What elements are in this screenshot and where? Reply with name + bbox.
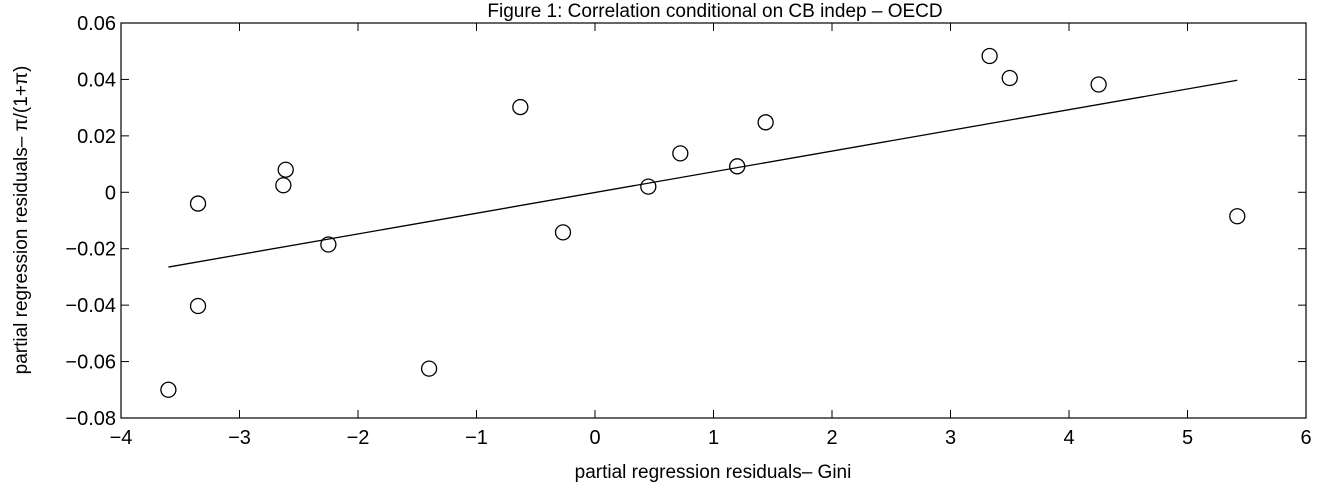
data-point: [275, 177, 292, 194]
y-tick-label: 0.04: [77, 69, 116, 91]
y-tick-label: 0.06: [77, 13, 116, 35]
chart-title: Figure 1: Correlation conditional on CB …: [487, 1, 942, 22]
x-tick-label: 6: [1300, 427, 1311, 449]
data-point: [277, 161, 294, 178]
y-tick-label: −0.06: [65, 352, 116, 374]
data-point: [1229, 208, 1246, 225]
data-point: [160, 381, 177, 398]
y-tick-label: −0.04: [65, 295, 116, 317]
y-tick-label: 0.02: [77, 126, 116, 148]
regression-line-layer: [168, 79, 1238, 268]
data-point: [757, 114, 774, 131]
x-tick-label: 3: [945, 427, 956, 449]
y-tick-label: −0.08: [65, 408, 116, 430]
data-point: [981, 47, 998, 65]
data-point: [189, 195, 207, 212]
data-point: [420, 360, 438, 377]
x-tick-label: 1: [708, 427, 719, 449]
x-axis-label: partial regression residuals– Gini: [575, 462, 852, 483]
data-point: [1001, 69, 1018, 87]
data-point: [189, 297, 207, 315]
data-points-layer: [160, 47, 1246, 398]
regression-line: [168, 79, 1238, 268]
x-axis-ticks: −4 −3 −2 −1 0 1 2 3 4 5 6: [110, 23, 1312, 449]
x-tick-label: −4: [110, 427, 133, 449]
plot-area-frame: [120, 22, 1307, 419]
x-tick-label: 0: [589, 427, 600, 449]
y-tick-label: −0.02: [65, 239, 116, 261]
x-tick-label: 4: [1063, 427, 1074, 449]
x-tick-label: −3: [228, 427, 251, 449]
data-point: [672, 145, 689, 162]
y-axis-label: partial regression residuals– π/(1+π): [11, 66, 32, 375]
data-point: [640, 178, 657, 195]
data-point: [554, 224, 572, 241]
data-point: [320, 236, 337, 253]
x-tick-label: −2: [347, 427, 370, 449]
y-axis-ticks: −0.08 −0.06 −0.04 −0.02 0 0.02 0.04 0.06: [65, 13, 1306, 430]
y-tick-label: 0: [105, 182, 116, 204]
x-tick-label: 2: [826, 427, 837, 449]
x-tick-label: −1: [465, 427, 488, 449]
data-point: [512, 98, 529, 116]
x-tick-label: 5: [1182, 427, 1193, 449]
data-point: [729, 158, 746, 175]
data-point: [1090, 76, 1107, 93]
